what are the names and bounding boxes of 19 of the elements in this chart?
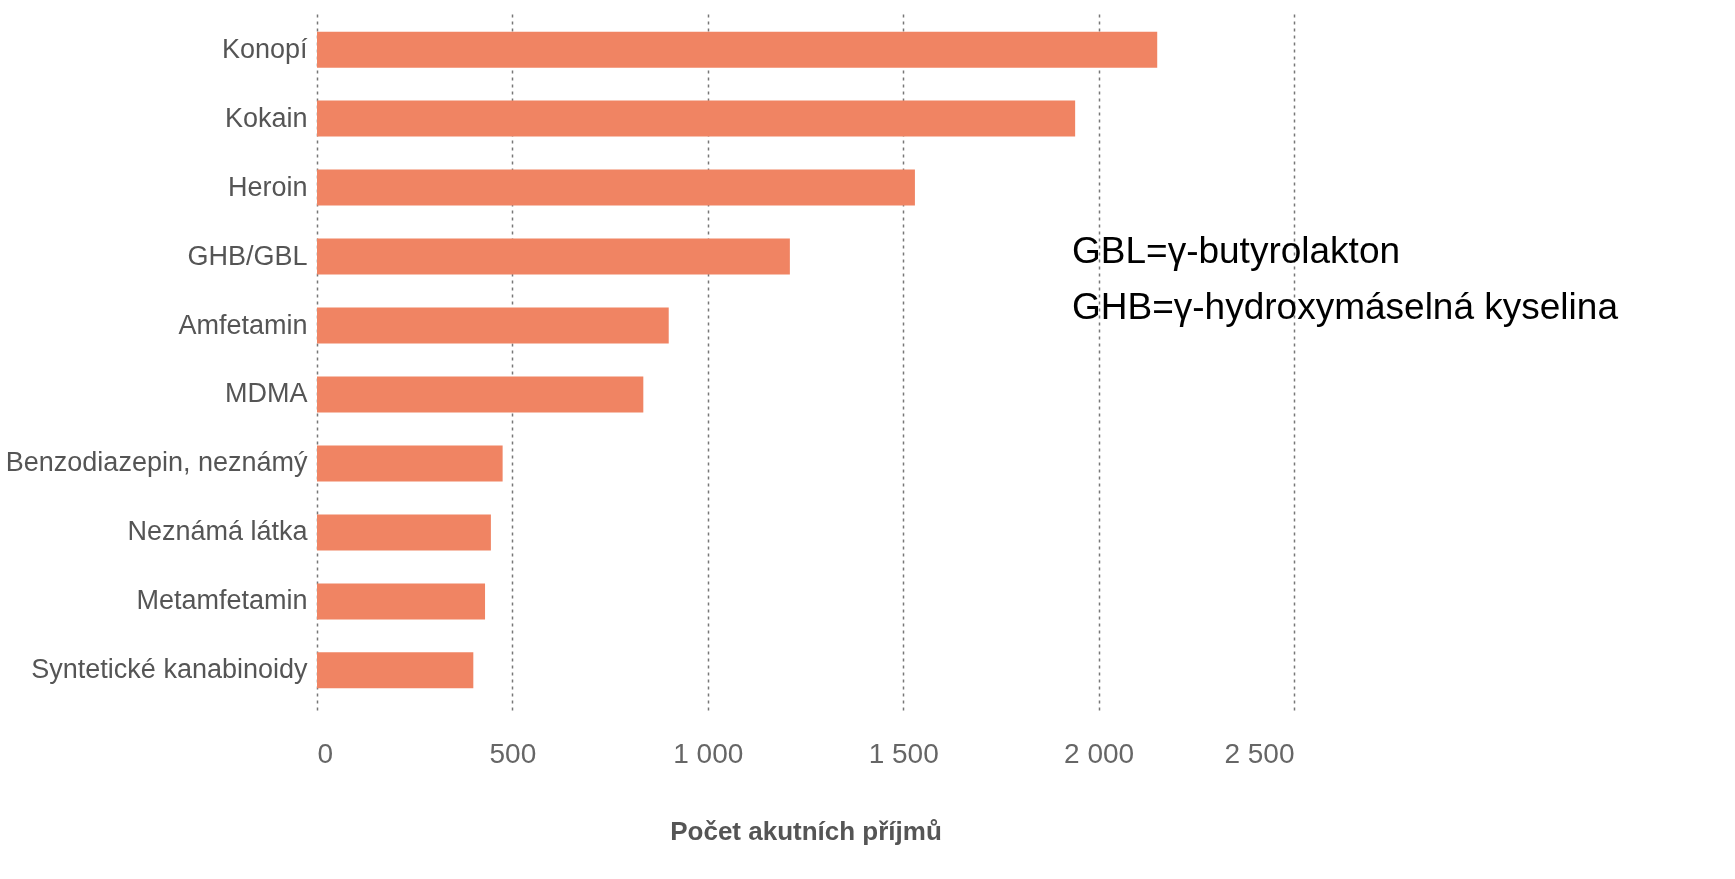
- x-tick-label: 1 500: [868, 737, 939, 769]
- x-tick-label: 2 500: [1224, 737, 1295, 769]
- y-tick-label: Konopí: [221, 33, 308, 64]
- y-tick-label: Benzodiazepin, neznámý: [5, 447, 308, 478]
- x-axis-title: Počet akutních příjmů: [670, 815, 942, 846]
- annotation: GHB=γ-hydroxymáselná kyselina: [1072, 286, 1619, 327]
- y-tick-label: Kokain: [224, 102, 308, 133]
- annotation: GBL=γ-butyrolakton: [1072, 230, 1401, 271]
- y-tick-label: Heroin: [227, 171, 308, 202]
- x-tick-label: 0: [317, 737, 334, 769]
- y-tick-label: Amfetamin: [178, 309, 308, 340]
- y-tick-label: MDMA: [225, 378, 308, 409]
- y-tick-label: Syntetické kanabinoidy: [31, 654, 308, 685]
- x-tick-label: 2 000: [1064, 737, 1135, 769]
- y-tick-label: GHB/GBL: [187, 240, 308, 271]
- x-tick-label: 1 000: [673, 737, 744, 769]
- y-tick-label: Neznámá látka: [127, 516, 309, 547]
- x-tick-label: 500: [489, 737, 537, 769]
- y-tick-label: Metamfetamin: [136, 585, 308, 616]
